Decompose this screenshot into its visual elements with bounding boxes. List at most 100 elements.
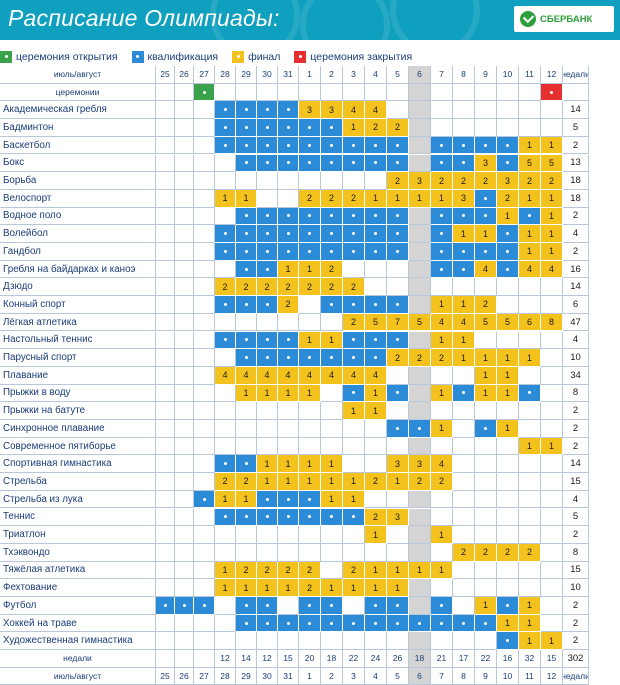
schedule-cell bbox=[541, 490, 563, 509]
final-cell: 1 bbox=[257, 384, 278, 403]
schedule-cell bbox=[431, 579, 453, 597]
final-cell: 1 bbox=[343, 402, 365, 420]
qualification-cell bbox=[365, 243, 387, 261]
schedule-cell bbox=[194, 561, 215, 580]
dot-marker bbox=[265, 302, 269, 306]
schedule-cell bbox=[541, 278, 563, 297]
schedule-cell bbox=[194, 455, 215, 474]
schedule-cell bbox=[431, 508, 453, 527]
date-footer-cell: 12 bbox=[541, 667, 563, 685]
final-cell: 4 bbox=[257, 366, 278, 385]
dot-marker bbox=[244, 143, 248, 147]
final-cell: 2 bbox=[321, 260, 343, 279]
schedule-cell bbox=[175, 331, 194, 350]
date-header-cell: 26 bbox=[175, 66, 194, 84]
final-cell: 4 bbox=[215, 366, 236, 385]
qualification-cell bbox=[431, 154, 453, 173]
daily-medals-cell: 18 bbox=[409, 650, 431, 668]
dot-marker bbox=[182, 603, 186, 607]
dot-marker bbox=[286, 232, 290, 236]
dot-marker bbox=[286, 214, 290, 218]
sport-medal-total: 18 bbox=[563, 189, 589, 208]
schedule-cell bbox=[541, 296, 563, 314]
final-cell: 4 bbox=[519, 260, 541, 279]
qualification-cell bbox=[257, 597, 278, 615]
schedule-cell bbox=[519, 278, 541, 297]
final-cell: 1 bbox=[431, 526, 453, 544]
schedule-cell bbox=[387, 101, 409, 120]
schedule-cell bbox=[175, 614, 194, 633]
qualification-cell bbox=[257, 614, 278, 633]
schedule-cell bbox=[321, 526, 343, 544]
dot-marker bbox=[506, 249, 509, 253]
medals-footer-header: недали bbox=[563, 667, 589, 685]
final-cell: 2 bbox=[257, 278, 278, 297]
schedule-cell bbox=[453, 526, 475, 544]
dot-marker bbox=[440, 214, 443, 218]
daily-medals-cell: 18 bbox=[321, 650, 343, 668]
schedule-cell bbox=[257, 189, 278, 208]
schedule-cell bbox=[475, 632, 497, 651]
schedule-cell bbox=[475, 119, 497, 137]
sport-label: Гандбол bbox=[0, 243, 156, 261]
schedule-cell bbox=[257, 543, 278, 562]
schedule-cell bbox=[175, 101, 194, 120]
date-footer-cell: 2 bbox=[321, 667, 343, 685]
schedule-cell bbox=[409, 101, 431, 120]
legend-swatch-green bbox=[0, 50, 12, 63]
schedule-cell bbox=[215, 172, 236, 190]
final-cell: 1 bbox=[321, 331, 343, 350]
schedule-cell bbox=[409, 543, 431, 562]
dot-marker bbox=[506, 161, 509, 165]
dot-marker bbox=[396, 391, 399, 395]
final-cell: 2 bbox=[321, 189, 343, 208]
schedule-cell bbox=[194, 189, 215, 208]
qualification-cell bbox=[365, 349, 387, 367]
final-cell: 4 bbox=[343, 366, 365, 385]
date-header-cell: 31 bbox=[278, 66, 299, 84]
date-header-cell: 27 bbox=[194, 66, 215, 84]
qualification-cell bbox=[299, 490, 321, 509]
final-cell: 1 bbox=[278, 384, 299, 403]
final-cell: 2 bbox=[475, 543, 497, 562]
final-cell: 1 bbox=[299, 260, 321, 279]
final-cell: 1 bbox=[541, 243, 563, 261]
schedule-cell bbox=[519, 579, 541, 597]
final-cell: 1 bbox=[541, 225, 563, 243]
sport-label: Синхронное плавание bbox=[0, 420, 156, 438]
schedule-cell bbox=[299, 526, 321, 544]
sport-medal-total: 47 bbox=[563, 313, 589, 332]
daily-medals-cell: 24 bbox=[365, 650, 387, 668]
schedule-cell bbox=[321, 384, 343, 403]
final-cell: 2 bbox=[278, 296, 299, 314]
schedule-cell bbox=[194, 473, 215, 491]
qualification-cell bbox=[343, 349, 365, 367]
sport-medal-total: 15 bbox=[563, 473, 589, 491]
dot-marker bbox=[352, 249, 355, 253]
dot-marker bbox=[484, 426, 487, 430]
qualification-cell bbox=[453, 207, 475, 226]
dot-marker bbox=[223, 462, 227, 466]
qualification-cell bbox=[387, 296, 409, 314]
qualification-cell bbox=[215, 119, 236, 137]
schedule-cell bbox=[215, 526, 236, 544]
schedule-cell bbox=[321, 172, 343, 190]
dot-marker bbox=[223, 302, 227, 306]
qualification-cell bbox=[321, 154, 343, 173]
schedule-cell bbox=[257, 437, 278, 456]
schedule-cell bbox=[321, 632, 343, 651]
dot-marker bbox=[202, 90, 206, 94]
schedule-cell bbox=[194, 437, 215, 456]
sport-label: Бокс bbox=[0, 154, 156, 173]
sport-label: Художественная гимнастика bbox=[0, 632, 156, 651]
date-footer-cell: 9 bbox=[475, 667, 497, 685]
schedule-cell bbox=[194, 579, 215, 597]
qualification-cell bbox=[343, 136, 365, 155]
qualification-cell bbox=[409, 614, 431, 633]
final-cell: 1 bbox=[453, 349, 475, 367]
dot-marker bbox=[396, 302, 399, 306]
qualification-cell bbox=[299, 243, 321, 261]
qualification-cell bbox=[387, 136, 409, 155]
schedule-cell bbox=[475, 101, 497, 120]
legend-item-yellow: финал bbox=[232, 50, 280, 63]
